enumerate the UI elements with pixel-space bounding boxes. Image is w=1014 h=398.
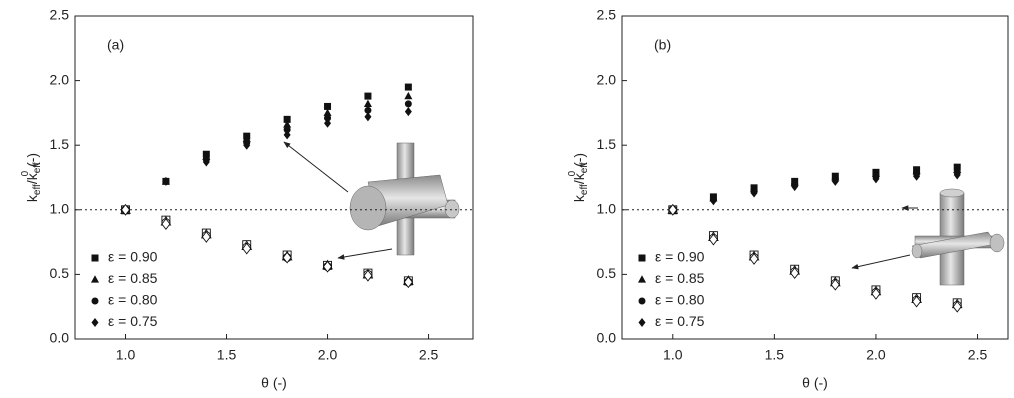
x-tick-label: 2.5	[968, 347, 988, 363]
plot-frame	[622, 16, 1008, 339]
y-tick-label: 2.0	[597, 71, 617, 87]
legend-marker	[638, 275, 646, 282]
legend-marker	[92, 318, 99, 327]
panel-label: (a)	[107, 37, 124, 53]
x-tick-label: 1.0	[116, 347, 136, 363]
marker	[364, 112, 371, 121]
y-axis-label: keff/keff0 (-)	[567, 153, 590, 202]
x-axis-label: θ (-)	[261, 375, 287, 391]
y-axis-label-part: eff	[579, 184, 590, 195]
y-tick-label: 1.0	[597, 201, 617, 217]
x-tick-label: 2.5	[419, 347, 439, 363]
x-tick-label: 1.0	[663, 347, 683, 363]
y-tick-label: 1.5	[50, 136, 70, 152]
marker	[405, 107, 412, 116]
x-tick-label: 1.5	[765, 347, 785, 363]
marker	[364, 93, 371, 100]
y-tick-label: 2.0	[50, 71, 70, 87]
panel-label: (b)	[654, 37, 671, 53]
legend-label: ε = 0.75	[108, 313, 158, 329]
marker	[364, 100, 372, 107]
marker	[405, 100, 412, 107]
y-axis-label-part: (-)	[24, 153, 40, 171]
legend-marker	[639, 298, 646, 305]
legend-marker	[639, 318, 646, 327]
x-tick-label: 2.0	[866, 347, 886, 363]
figure: 0.0 0.5 1.0 1.5 2.0 2.5 1.0 1.5 2.0 2.5 θ (-) keff/…	[0, 0, 1014, 398]
legend-label: ε = 0.75	[655, 313, 705, 329]
legend-label: ε = 0.80	[655, 292, 705, 308]
y-axis-label-part: (-)	[571, 153, 587, 171]
legend-label: ε = 0.90	[108, 249, 158, 265]
marker	[405, 84, 412, 91]
y-tick-label: 1.5	[597, 136, 617, 152]
y-tick-label: 0.0	[50, 330, 70, 346]
y-tick-label: 0.0	[597, 330, 617, 346]
legend-marker	[91, 275, 99, 282]
x-tick-label: 2.0	[318, 347, 338, 363]
legend-marker	[639, 255, 646, 262]
y-tick-label: 0.5	[50, 265, 70, 281]
legend-label: ε = 0.85	[655, 270, 705, 286]
y-axis-label: keff/keff0 (-)	[20, 153, 43, 202]
inset-b	[852, 189, 1004, 285]
legend-label: ε = 0.85	[108, 270, 158, 286]
legend-marker	[92, 255, 99, 262]
y-tick-label: 2.5	[50, 7, 70, 23]
inset-a	[284, 142, 459, 258]
marker	[404, 92, 412, 99]
y-tick-label: 0.5	[597, 265, 617, 281]
x-axis-label: θ (-)	[802, 375, 828, 391]
y-axis-label-part: eff	[32, 184, 43, 195]
legend-marker	[92, 298, 99, 305]
x-tick-label: 1.5	[217, 347, 237, 363]
y-tick-label: 2.5	[597, 7, 617, 23]
legend-label: ε = 0.90	[655, 249, 705, 265]
y-tick-label: 1.0	[50, 201, 70, 217]
legend-label: ε = 0.80	[108, 292, 158, 308]
